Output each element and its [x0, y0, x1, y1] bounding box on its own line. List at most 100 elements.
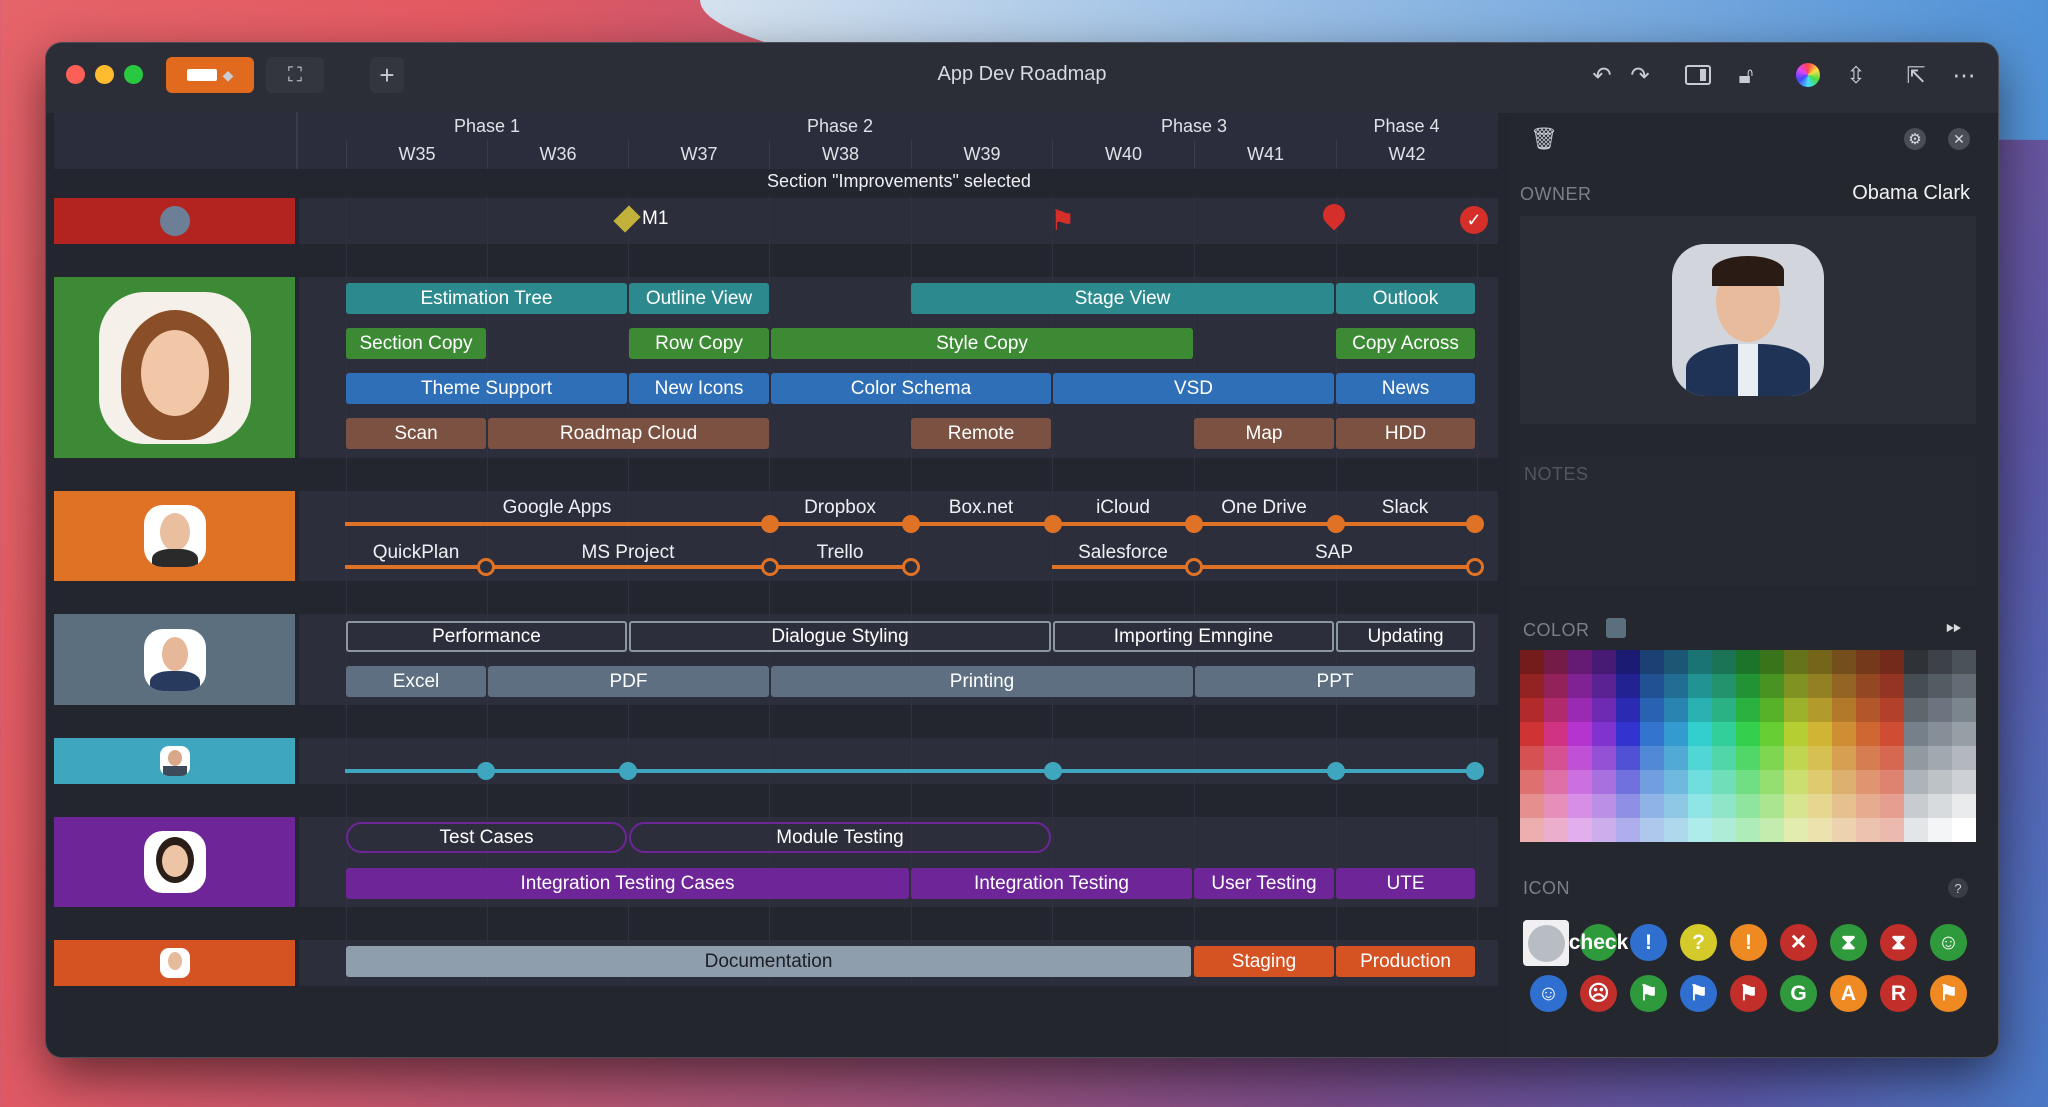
task-bar[interactable]: Roadmap Cloud [488, 418, 769, 449]
color-swatch-cell[interactable] [1520, 818, 1544, 842]
color-swatch-cell[interactable] [1712, 770, 1736, 794]
color-swatch-cell[interactable] [1520, 794, 1544, 818]
color-swatch-cell[interactable] [1712, 698, 1736, 722]
color-swatch-cell[interactable] [1880, 698, 1904, 722]
fast-forward-icon[interactable]: ⏩︎ [1946, 616, 1962, 638]
color-swatch-cell[interactable] [1856, 674, 1880, 698]
letter-g-icon[interactable]: G [1780, 975, 1817, 1012]
task-bar[interactable]: News [1336, 373, 1475, 404]
task-bar[interactable]: Map [1194, 418, 1334, 449]
color-swatch-cell[interactable] [1880, 818, 1904, 842]
color-swatch-cell[interactable] [1568, 770, 1592, 794]
color-swatch-cell[interactable] [1952, 746, 1976, 770]
color-swatch-cell[interactable] [1928, 818, 1952, 842]
color-swatch-cell[interactable] [1760, 698, 1784, 722]
owner-cell-milestones[interactable] [54, 198, 295, 244]
hourglass-red-icon[interactable]: ⧗ [1880, 924, 1917, 961]
color-swatch-cell[interactable] [1928, 746, 1952, 770]
color-swatch-cell[interactable] [1568, 722, 1592, 746]
task-bar[interactable]: Style Copy [771, 328, 1193, 359]
color-swatch-cell[interactable] [1616, 770, 1640, 794]
color-swatch-cell[interactable] [1760, 770, 1784, 794]
task-bar[interactable]: Documentation [346, 946, 1191, 977]
color-swatch-cell[interactable] [1832, 698, 1856, 722]
color-swatch-cell[interactable] [1880, 650, 1904, 674]
share-button[interactable]: ⇱ [1900, 59, 1932, 91]
task-bar[interactable]: Test Cases [346, 822, 627, 853]
color-swatch-cell[interactable] [1664, 818, 1688, 842]
color-swatch-cell[interactable] [1568, 650, 1592, 674]
color-swatch-cell[interactable] [1688, 794, 1712, 818]
color-swatch-cell[interactable] [1856, 746, 1880, 770]
minimize-window-button[interactable] [95, 65, 114, 84]
color-swatch-cell[interactable] [1784, 674, 1808, 698]
color-swatch-cell[interactable] [1520, 698, 1544, 722]
task-bar[interactable]: Section Copy [346, 328, 486, 359]
color-swatch-cell[interactable] [1712, 722, 1736, 746]
color-swatch-cell[interactable] [1952, 650, 1976, 674]
color-swatch-cell[interactable] [1856, 698, 1880, 722]
color-swatch-cell[interactable] [1592, 722, 1616, 746]
color-swatch-cell[interactable] [1952, 818, 1976, 842]
color-swatch-cell[interactable] [1952, 698, 1976, 722]
color-swatch-cell[interactable] [1832, 794, 1856, 818]
task-bar[interactable]: Row Copy [629, 328, 769, 359]
color-swatch-cell[interactable] [1592, 698, 1616, 722]
color-swatch-cell[interactable] [1856, 818, 1880, 842]
cross-icon[interactable]: ✕ [1780, 924, 1817, 961]
color-swatch-cell[interactable] [1904, 722, 1928, 746]
color-swatch-cell[interactable] [1736, 650, 1760, 674]
timeline-node[interactable] [1185, 515, 1203, 533]
color-swatch-cell[interactable] [1664, 650, 1688, 674]
color-swatch-cell[interactable] [1688, 698, 1712, 722]
trash-icon[interactable]: 🗑︎ [1530, 126, 1558, 151]
color-swatch-cell[interactable] [1904, 674, 1928, 698]
task-bar[interactable]: Outlook [1336, 283, 1475, 314]
color-swatch-cell[interactable] [1904, 818, 1928, 842]
timeline-node[interactable] [761, 558, 779, 576]
owner-cell-release[interactable] [54, 940, 295, 986]
task-bar[interactable]: UTE [1336, 868, 1475, 899]
color-swatch-cell[interactable] [1664, 794, 1688, 818]
timeline-node[interactable] [1466, 515, 1484, 533]
task-bar[interactable]: Module Testing [629, 822, 1051, 853]
timeline-node[interactable] [1044, 515, 1062, 533]
color-swatch-cell[interactable] [1640, 650, 1664, 674]
color-swatch-cell[interactable] [1832, 674, 1856, 698]
color-swatch-cell[interactable] [1520, 746, 1544, 770]
timeline-node[interactable] [1327, 762, 1345, 780]
color-swatch-cell[interactable] [1640, 770, 1664, 794]
color-swatch-cell[interactable] [1592, 674, 1616, 698]
task-bar[interactable]: Remote [911, 418, 1051, 449]
color-swatch-cell[interactable] [1664, 746, 1688, 770]
color-swatch-cell[interactable] [1712, 674, 1736, 698]
owner-cell-export[interactable] [54, 614, 295, 705]
color-swatch-cell[interactable] [1688, 746, 1712, 770]
task-bar[interactable]: Stage View [911, 283, 1334, 314]
split-button[interactable]: ⇳ [1840, 59, 1872, 91]
color-wheel-button[interactable] [1792, 59, 1824, 91]
help-button[interactable]: ? [1948, 878, 1968, 898]
color-swatch-cell[interactable] [1664, 722, 1688, 746]
color-swatch-cell[interactable] [1640, 818, 1664, 842]
timeline-node[interactable] [1327, 515, 1345, 533]
color-swatch-cell[interactable] [1592, 770, 1616, 794]
add-button[interactable]: + [370, 57, 404, 93]
undo-button[interactable]: ↶ [1586, 59, 1618, 91]
color-swatch-cell[interactable] [1808, 770, 1832, 794]
color-swatch-cell[interactable] [1568, 674, 1592, 698]
color-swatch-cell[interactable] [1616, 722, 1640, 746]
color-swatch-cell[interactable] [1664, 770, 1688, 794]
flag-green-icon[interactable]: ⚑ [1630, 975, 1667, 1012]
owner-cell-improvements[interactable] [54, 277, 295, 458]
owner-cell-integrations[interactable] [54, 491, 295, 581]
color-swatch-cell[interactable] [1760, 818, 1784, 842]
task-bar[interactable]: Scan [346, 418, 486, 449]
color-swatch-cell[interactable] [1712, 794, 1736, 818]
color-swatch-cell[interactable] [1952, 674, 1976, 698]
notes-field[interactable] [1520, 456, 1976, 586]
owner-photo-area[interactable] [1520, 216, 1976, 424]
color-swatch-cell[interactable] [1520, 674, 1544, 698]
timeline-node[interactable] [902, 515, 920, 533]
task-bar[interactable]: Theme Support [346, 373, 627, 404]
